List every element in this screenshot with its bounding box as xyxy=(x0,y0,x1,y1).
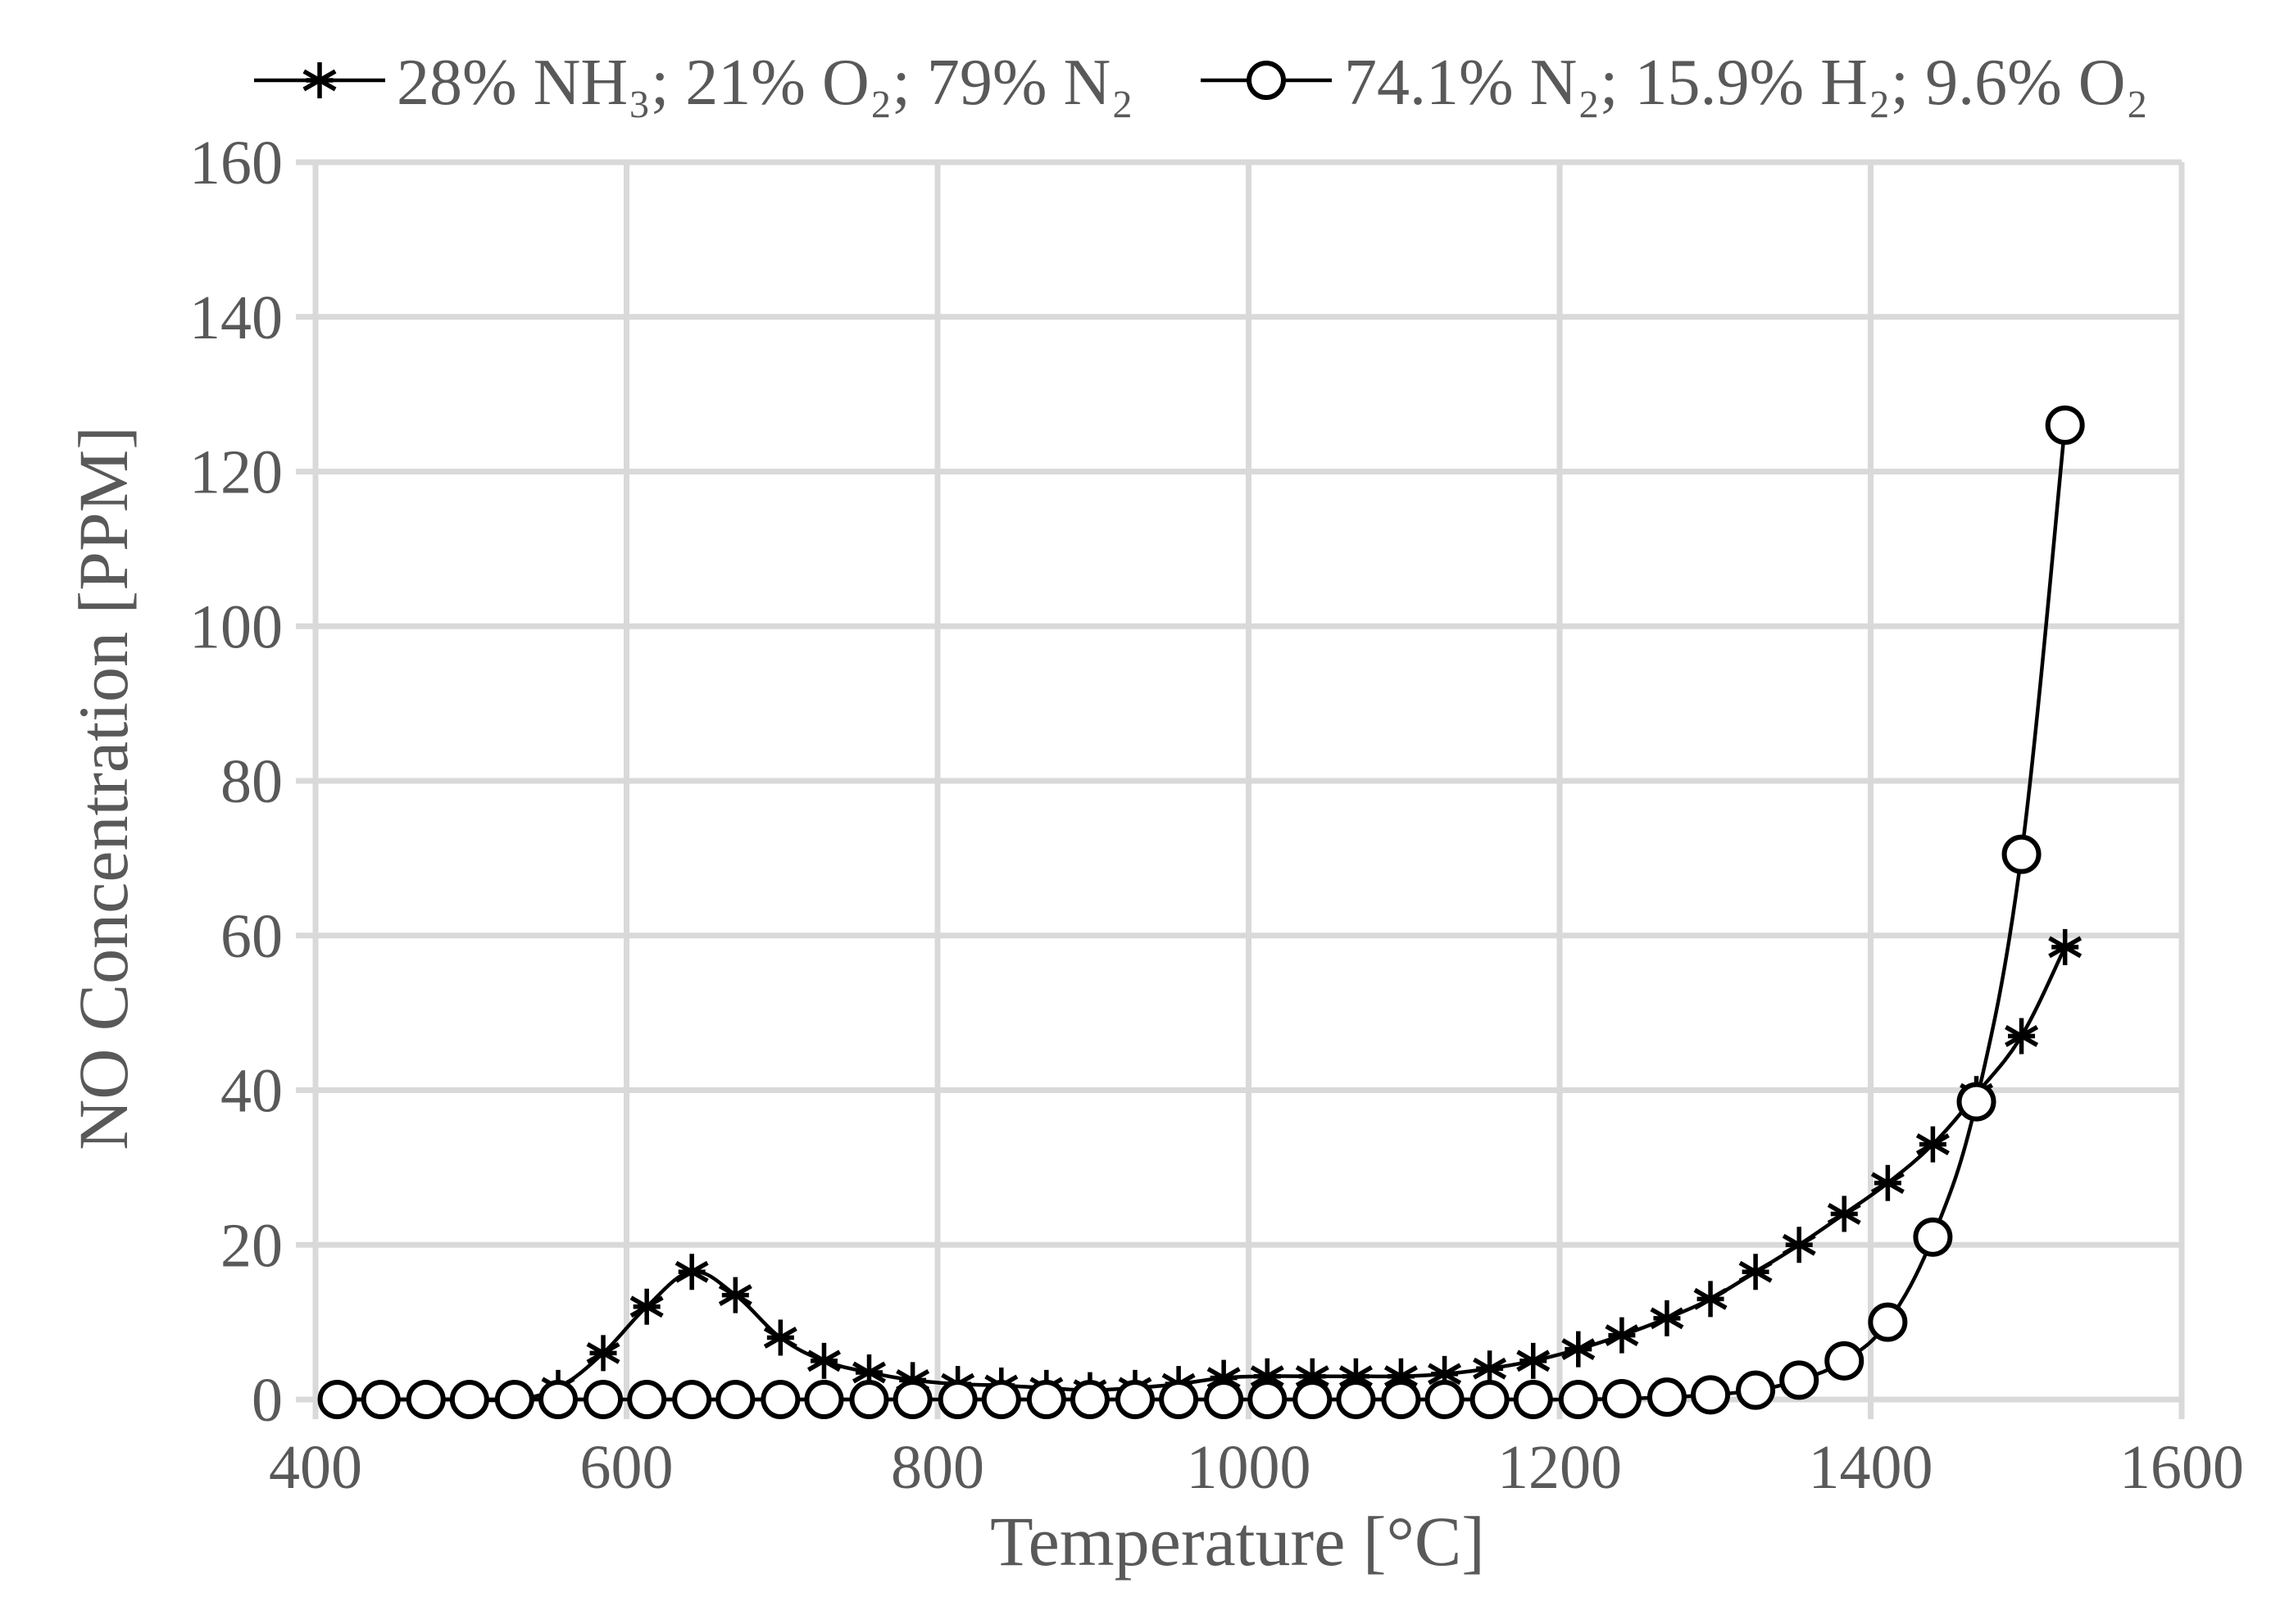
series-2-point xyxy=(715,1380,756,1419)
series-1-point xyxy=(1650,1300,1684,1336)
series-2-point xyxy=(627,1380,667,1419)
series-1-point xyxy=(1693,1281,1728,1318)
series-1-point xyxy=(586,1335,620,1372)
series-2-point xyxy=(2045,405,2085,445)
legend-circle-marker xyxy=(1247,61,1286,100)
y-tick-label: 20 xyxy=(220,1211,283,1280)
series-2-point xyxy=(1292,1380,1333,1419)
y-tick-label: 40 xyxy=(220,1057,283,1126)
axes xyxy=(296,159,2185,1419)
series-2-point xyxy=(1601,1379,1642,1419)
series-2-point xyxy=(494,1380,534,1419)
series-1-point xyxy=(1250,1358,1284,1395)
series-2-point xyxy=(538,1380,579,1419)
series-2-point xyxy=(938,1380,978,1419)
x-tick-label: 1000 xyxy=(1187,1433,1311,1502)
series-2-point xyxy=(981,1380,1021,1419)
y-tick-label: 160 xyxy=(189,129,283,197)
y-tick-label: 60 xyxy=(220,902,283,971)
series-1-point xyxy=(2005,1018,2039,1055)
series-1-point xyxy=(763,1319,797,1356)
series-layer xyxy=(317,405,2085,1419)
series-1 xyxy=(320,928,2083,1418)
series-2-point xyxy=(1646,1377,1687,1418)
grid xyxy=(316,159,2185,1399)
x-tick-label: 600 xyxy=(580,1433,674,1502)
series-2-point xyxy=(1824,1340,1864,1381)
legend-label-series-1: 28% NH₃; 21% O₂; 79% N₂ xyxy=(397,47,1133,119)
series-2-point xyxy=(1513,1380,1553,1419)
legend: 28% NH₃; 21% O₂; 79% N₂ 74.1% N₂; 15.9% … xyxy=(254,47,2148,119)
series-2-point xyxy=(1336,1380,1376,1419)
series-1-point xyxy=(1561,1331,1596,1368)
series-2-point xyxy=(1736,1370,1776,1410)
y-axis-title: NO Concentration [PPM] xyxy=(64,426,143,1150)
series-1-point xyxy=(1827,1195,1861,1232)
y-tick-label: 80 xyxy=(220,747,283,816)
x-tick-label: 800 xyxy=(891,1433,984,1502)
legend-entry-series-1: 28% NH₃; 21% O₂; 79% N₂ xyxy=(254,47,1133,119)
series-1-line xyxy=(337,946,2067,1403)
series-2-point xyxy=(1247,1380,1288,1419)
series-1-point xyxy=(1383,1358,1418,1395)
series-2-point xyxy=(449,1380,489,1419)
series-2-point xyxy=(893,1380,933,1419)
series-2-point xyxy=(1381,1380,1421,1419)
series-2-point xyxy=(804,1380,844,1419)
series-1-point xyxy=(1516,1342,1551,1379)
series-1-point xyxy=(806,1342,841,1379)
series-1-point xyxy=(1870,1164,1905,1201)
x-tick-label: 400 xyxy=(269,1433,362,1502)
series-2-point xyxy=(1070,1380,1110,1419)
y-tick-label: 120 xyxy=(189,438,283,507)
legend-asterisk-shape xyxy=(302,62,337,98)
series-2-point xyxy=(1913,1217,1953,1257)
series-2 xyxy=(317,405,2085,1419)
x-tick-label: 1200 xyxy=(1497,1433,1622,1502)
series-1-point xyxy=(674,1254,709,1291)
series-2-point xyxy=(1779,1360,1819,1400)
series-1-point xyxy=(1782,1227,1816,1263)
series-2-point xyxy=(1868,1302,1908,1342)
series-1-point xyxy=(718,1277,752,1313)
series-2-point xyxy=(361,1380,401,1419)
series-1-point xyxy=(629,1288,664,1325)
y-tick-label: 0 xyxy=(252,1366,283,1435)
series-1-point xyxy=(1915,1126,1950,1163)
series-2-point xyxy=(1469,1380,1510,1419)
y-tick-labels: 0 20 40 60 80 100 120 140 160 xyxy=(189,129,283,1435)
series-2-point xyxy=(1159,1380,1199,1419)
series-2-point xyxy=(1691,1375,1731,1415)
series-2-point xyxy=(584,1380,624,1419)
legend-label-series-2: 74.1% N₂; 15.9% H₂; 9.6% O₂ xyxy=(1344,47,2148,119)
series-1-point xyxy=(1295,1358,1329,1395)
x-tick-labels: 400 600 800 1000 1200 1400 1600 xyxy=(269,1433,2244,1502)
x-tick-label: 1600 xyxy=(2119,1433,2244,1502)
series-1-point xyxy=(1738,1254,1773,1291)
series-2-point xyxy=(1424,1380,1465,1419)
series-2-point xyxy=(1558,1380,1598,1419)
x-axis-title: Temperature [°C] xyxy=(990,1502,1485,1581)
series-2-point xyxy=(2001,834,2042,874)
y-tick-label: 140 xyxy=(189,284,283,352)
series-2-point xyxy=(317,1380,357,1419)
x-tick-label: 1400 xyxy=(1809,1433,1933,1502)
series-2-point xyxy=(1204,1380,1244,1419)
series-2-point xyxy=(1026,1380,1066,1419)
series-1-point xyxy=(1605,1317,1639,1354)
series-1-point xyxy=(2048,928,2083,965)
series-2-point xyxy=(1115,1380,1155,1419)
legend-asterisk-marker xyxy=(302,62,337,98)
series-2-point xyxy=(849,1380,889,1419)
series-2-line xyxy=(337,424,2067,1402)
series-2-point xyxy=(1956,1082,1996,1122)
series-2-point xyxy=(761,1380,801,1419)
y-tick-label: 100 xyxy=(189,592,283,661)
series-2-point xyxy=(672,1380,712,1419)
legend-entry-series-2: 74.1% N₂; 15.9% H₂; 9.6% O₂ xyxy=(1201,47,2148,119)
series-2-point xyxy=(406,1380,446,1419)
